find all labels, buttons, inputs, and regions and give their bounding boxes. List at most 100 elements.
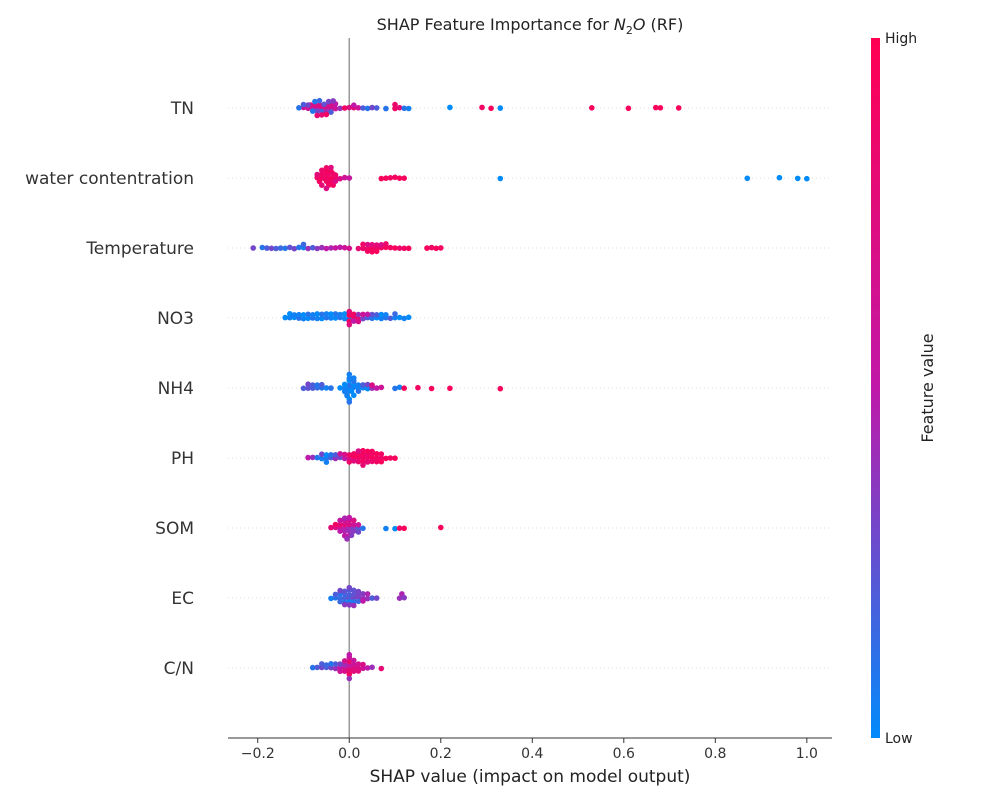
shap-point [341,528,348,534]
shap-point [312,98,318,105]
x-axis: −0.2 0.0 0.2 0.4 0.6 0.8 1.0 [228,737,832,762]
shap-point [328,661,334,667]
shap-point [309,454,316,461]
shap-point [351,517,357,524]
shap-point [348,532,355,539]
shap-point [360,458,366,464]
shap-point [373,312,380,318]
shap-point [355,588,362,595]
shap-point [364,385,371,392]
shap-point [273,245,279,252]
shap-point [401,175,408,181]
shap-point [344,536,350,542]
shap-point [360,105,366,111]
shap-point [373,385,380,391]
shap-point [309,108,316,114]
shap-point [287,244,293,251]
shap-point [378,315,385,322]
shap-point [405,245,412,252]
shap-point [387,315,394,322]
colorbar-high-label: High [885,31,917,47]
shap-point [364,248,371,254]
shap-point [268,245,275,252]
shap-point [337,311,343,318]
shap-point [428,244,435,251]
shap-point [332,521,339,528]
shap-point [323,662,330,668]
shap-point [346,452,353,458]
shap-point [373,595,380,601]
shap-point [360,315,366,322]
shap-point [314,315,321,322]
shap-point [341,311,348,317]
shap-point [328,524,334,531]
shap-point [300,385,307,392]
shap-point [369,311,375,318]
shap-point [337,587,343,594]
shap-point [321,172,327,178]
shap-point [392,245,398,251]
shap-point [291,245,298,252]
shap-point [360,447,366,454]
shap-point [351,311,357,318]
shap-point [341,595,348,601]
shap-point [346,514,353,521]
shap-point [305,102,311,108]
shap-point [309,382,316,388]
shap-point [341,315,348,322]
shap-point [309,664,316,671]
shap-point [355,382,362,388]
shap-point [438,524,444,531]
shap-point [378,242,385,248]
shap-point [387,455,394,461]
shap-point [337,668,343,675]
feature-label: C/N [164,659,194,679]
shap-point [332,311,339,317]
shap-point [392,174,398,181]
shap-point [332,661,339,667]
shap-point [291,312,298,318]
shap-point [328,315,334,321]
x-tick-label: 0.6 [613,746,635,762]
shap-point [355,448,362,454]
shap-point [369,664,375,671]
shap-point [346,245,353,252]
shap-point [337,522,343,528]
shap-point [300,241,307,248]
shap-point [314,664,321,671]
shap-point [328,595,334,602]
x-tick-label: 1.0 [796,746,818,762]
feature-label: PH [171,449,194,469]
shap-point [287,314,293,321]
shap-point [355,661,362,667]
shap-point [401,315,408,322]
shap-point [373,242,380,248]
shap-point [373,248,380,255]
shap-point [392,101,398,108]
shap-point [346,459,353,465]
shap-point [360,591,366,597]
shap-point [305,311,311,318]
shap-point [346,671,353,678]
shap-point [296,105,302,111]
shap-point [321,101,327,108]
shap-point [332,452,339,458]
shap-point [360,525,366,532]
shap-point [364,591,371,597]
shap-point [355,458,362,465]
shap-point [383,525,389,532]
shap-point [319,112,325,118]
x-axis-label: SHAP value (impact on model output) [370,767,691,787]
shap-point [625,105,632,112]
shap-point [351,522,357,528]
shap-point [369,104,375,111]
shap-point [405,314,412,321]
shap-point [305,454,311,461]
shap-point [401,245,408,252]
colorbar-low-label: Low [885,731,913,747]
feature-label: Temperature [85,239,194,259]
feature-label: TN [170,99,194,119]
shap-point [259,244,266,251]
shap-point [337,451,343,457]
shap-point [323,245,330,252]
